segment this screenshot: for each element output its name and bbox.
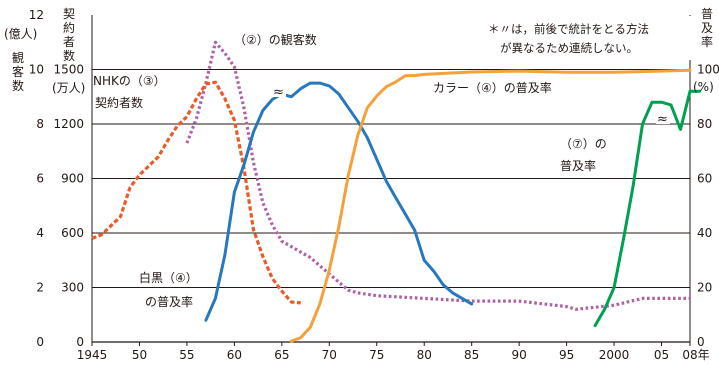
break-bg — [272, 86, 286, 97]
left-inner-char: 契 — [63, 7, 75, 21]
label-film-audience: （②）の観客数 — [234, 32, 317, 47]
break-bg — [656, 113, 670, 124]
x-tick-label: 50 — [132, 348, 147, 362]
right-tick-label: 100 — [697, 63, 719, 77]
x-tick-label: 55 — [179, 348, 194, 362]
left-outer-char: 観 — [12, 51, 24, 65]
break-marks: ≈ ≈ — [272, 85, 670, 127]
left-inner-tick-label: 900 — [61, 172, 84, 186]
x-tick-label: 60 — [227, 348, 242, 362]
left-outer-tick-label: 8 — [36, 117, 44, 131]
left-inner-tick-label: 300 — [61, 281, 84, 295]
series-labels: （②）の観客数 NHKの（③） 契約者数 白黒（④） の普及率 カラー（④）の普… — [93, 32, 607, 309]
left-inner-tick-label: 0 — [76, 335, 84, 349]
x-tick-label: 90 — [512, 348, 527, 362]
left-outer-tick-label: 4 — [36, 226, 44, 240]
right-tick-label: 40 — [697, 226, 712, 240]
break-mark-icon: ≈ — [657, 112, 668, 127]
right-tick-label: 0 — [697, 335, 705, 349]
left-outer-tick-label: 2 — [36, 281, 44, 295]
x-tick-label: 2000 — [599, 348, 630, 362]
left-inner-axis-label: 契 約 者 数 (万人) — [52, 7, 85, 95]
right-axis-label: 普 及 率 (%) — [693, 7, 714, 94]
right-tick-label: 20 — [697, 281, 712, 295]
label-nhk-line2: 契約者数 — [95, 95, 143, 110]
left-inner-char: 者 — [63, 35, 75, 49]
label-bw-line1: 白黒（④） — [139, 270, 198, 285]
left-outer-tick-label: 12 — [29, 8, 44, 22]
left-inner-tick-label: 1200 — [53, 117, 84, 131]
x-tick-label: 75 — [369, 348, 384, 362]
left-outer-tick-label: 6 — [36, 172, 44, 186]
series-line-0 — [185, 40, 690, 311]
x-tick-label: 85 — [464, 348, 479, 362]
right-tick-label: 60 — [697, 172, 712, 186]
series-line-4 — [593, 89, 701, 328]
x-tick-label: 80 — [417, 348, 432, 362]
x-tick-label: 05 — [654, 348, 669, 362]
left-outer-tick-label: 0 — [36, 335, 44, 349]
right-tick-label: 80 — [697, 117, 712, 131]
x-tick-label: 1945 — [77, 348, 108, 362]
series-lines — [91, 40, 701, 343]
label-series7-line2: 普及率 — [560, 158, 596, 173]
label-bw-line2: の普及率 — [145, 294, 193, 309]
left-outer-axis-label: (億人) 観 客 数 — [4, 27, 37, 93]
right-axis-char: 及 — [701, 21, 713, 35]
break-mark-icon: ≈ — [273, 85, 284, 100]
label-nhk-line1: NHKの（③） — [93, 74, 166, 88]
left-inner-unit: (万人) — [52, 81, 85, 95]
note-line: が異なるため連続しない。 — [500, 41, 638, 55]
left-outer-char: 数 — [12, 78, 24, 93]
x-tick-label: 70 — [322, 348, 337, 362]
left-outer-char: 客 — [12, 64, 24, 79]
series-line-3 — [289, 68, 692, 343]
left-inner-char: 数 — [63, 48, 75, 63]
label-color-tv: カラー（④）の普及率 — [433, 80, 552, 95]
tick-labels: 0 2 4 6 8 10 12 0 300 600 900 1200 1500 0 20 40 60 80 100 1… — [29, 8, 719, 362]
right-axis-unit: (%) — [693, 80, 714, 94]
x-tick-label: 08年 — [682, 348, 709, 362]
left-inner-char: 約 — [63, 20, 75, 35]
label-series7-line1: （⑦）の — [560, 137, 607, 151]
x-tick-label: 95 — [559, 348, 574, 362]
note: ＊〃は，前後で統計をとる方法 が異なるため連続しない。 — [482, 16, 691, 60]
left-outer-tick-label: 10 — [29, 63, 44, 77]
note-background — [482, 16, 691, 60]
right-axis-char: 率 — [701, 34, 713, 49]
right-axis-char: 普 — [701, 7, 713, 21]
note-line: ＊〃は，前後で統計をとる方法 — [488, 22, 649, 36]
x-tick-label: 65 — [274, 348, 289, 362]
left-inner-tick-label: 1500 — [53, 63, 84, 77]
grid — [91, 15, 691, 346]
left-outer-unit: (億人) — [4, 27, 37, 41]
left-inner-tick-label: 600 — [61, 226, 84, 240]
series-line-1 — [91, 80, 301, 305]
series-line-2 — [204, 81, 474, 322]
